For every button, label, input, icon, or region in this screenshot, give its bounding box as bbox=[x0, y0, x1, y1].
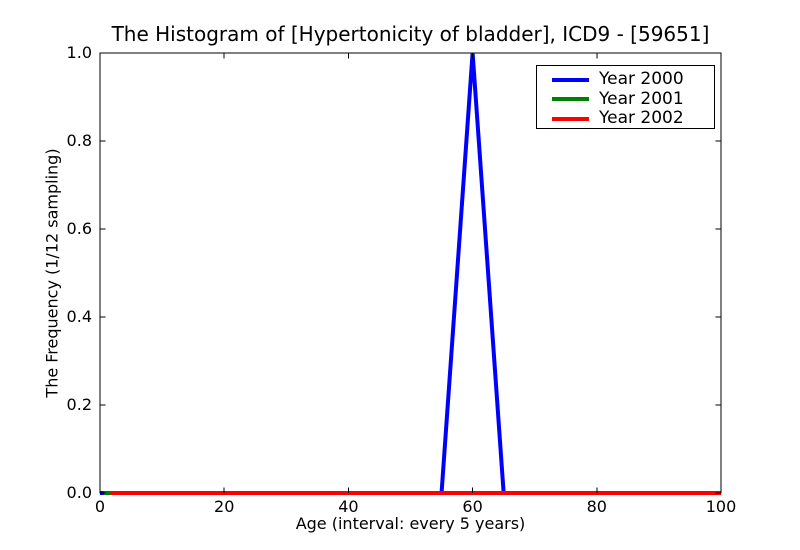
y-tick-label-0.2: 0.2 bbox=[66, 395, 92, 414]
y-tick-label-0.0: 0.0 bbox=[66, 483, 92, 502]
legend-line-swatch-green bbox=[552, 97, 589, 102]
x-tick-label-100: 100 bbox=[705, 497, 737, 516]
x-tick-label-60: 60 bbox=[462, 497, 483, 516]
legend-item-year-2000: Year 2000 bbox=[537, 70, 714, 90]
x-tick-label-40: 40 bbox=[338, 497, 359, 516]
y-tick-label-0.6: 0.6 bbox=[66, 219, 92, 238]
x-tick-label-80: 80 bbox=[586, 497, 607, 516]
x-tick-label-0: 0 bbox=[94, 497, 106, 516]
legend-item-year-2001: Year 2001 bbox=[537, 90, 714, 110]
x-axis-label: Age (interval: every 5 years) bbox=[295, 514, 526, 533]
y-tick-label-0.8: 0.8 bbox=[66, 131, 92, 150]
legend-line-swatch-red bbox=[552, 116, 589, 121]
legend-label: Year 2001 bbox=[599, 88, 684, 109]
legend-item-year-2002: Year 2002 bbox=[537, 109, 714, 129]
x-tick-label-20: 20 bbox=[214, 497, 235, 516]
chart-title: The Histogram of [Hypertonicity of bladd… bbox=[111, 22, 710, 46]
y-tick-label-1.0: 1.0 bbox=[66, 43, 92, 62]
y-tick-label-0.4: 0.4 bbox=[66, 307, 92, 326]
legend-label: Year 2002 bbox=[599, 108, 684, 129]
legend: Year 2000 Year 2001 Year 2002 bbox=[536, 65, 715, 129]
legend-line-swatch-blue bbox=[552, 77, 589, 82]
legend-label: Year 2000 bbox=[599, 69, 684, 90]
